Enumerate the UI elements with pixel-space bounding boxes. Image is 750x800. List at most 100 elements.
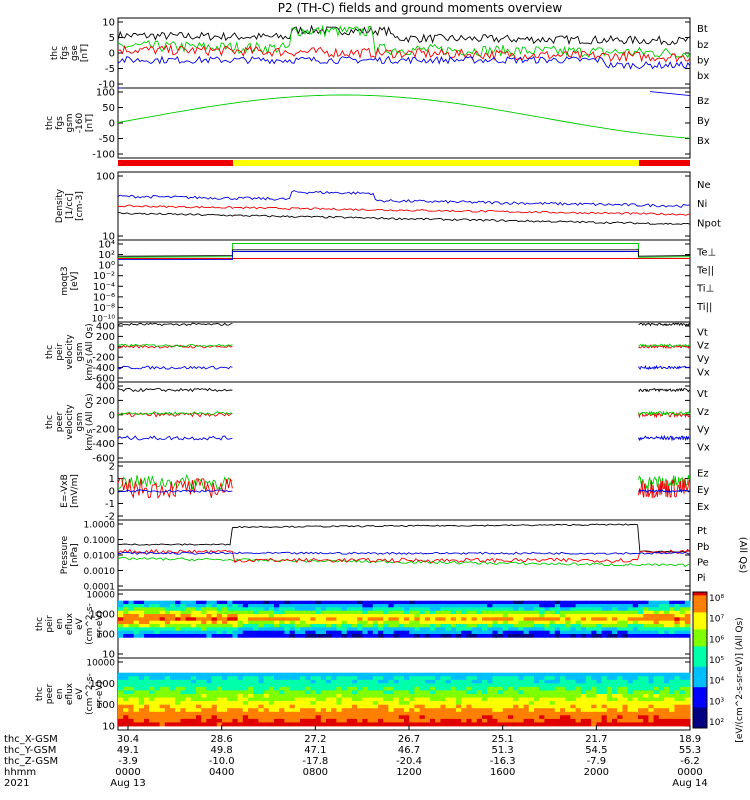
spectrogram-cell [456,715,462,720]
spectrogram-cell [201,679,207,684]
spectrogram-cell [196,686,202,691]
spectrogram-cell [414,672,420,677]
spectrogram-cell [398,704,405,709]
colorbar-cell [693,711,707,715]
spectrogram-cell [528,690,535,695]
spectrogram-cell [554,604,561,608]
spectrogram-cell [570,634,576,638]
spectrogram-cell [216,701,223,706]
spectrogram-cell [580,617,587,621]
spectrogram-cell [482,607,488,611]
spectrogram-cell [466,614,472,618]
spectrogram-cell [617,672,623,677]
spectrogram-cell [674,600,680,605]
spectrogram-cell [658,610,665,615]
spectrogram-cell [502,704,509,709]
spectrogram-cell [128,697,134,702]
spectrogram-cell [492,708,498,713]
spectrogram-cell [232,614,238,618]
spectrogram-cell [601,686,608,691]
spectrogram-cell [534,600,540,605]
spectrogram-cell [643,718,649,723]
spectrogram-cell [362,690,368,695]
spectrogram-cell [617,604,623,608]
y-axis-label: -160 [75,113,85,134]
spectrogram-cell [409,711,415,716]
spectrogram-cell [679,690,686,695]
spectrogram-cell [362,694,368,698]
spectrogram-cell [211,711,218,716]
spectrogram-cell [149,607,155,611]
spectrogram-cell [388,679,394,684]
spectrogram-cell [612,600,618,605]
spectrogram-cell [414,694,420,698]
y-axis-label: fgs [60,46,70,60]
spectrogram-cell [424,676,431,681]
spectrogram-cell [497,704,504,709]
vt-trace [638,387,691,393]
x-tick-label: 0000 [677,767,702,778]
spectrogram-cell [471,683,478,688]
spectrogram-cell [497,697,504,702]
spectrogram-cell [242,711,249,716]
spectrogram-cell [242,607,249,611]
spectrogram-cell [424,604,431,608]
spectrogram-cell [487,600,493,605]
spectrogram-cell [575,627,582,631]
spectrogram-cell [684,672,691,677]
spectrogram-cell [632,620,639,625]
spectrogram-cell [591,683,597,688]
spectrogram-cell [445,617,452,621]
y-tick-label: 10⁻⁸ [93,303,115,314]
spectrogram-cell [440,600,446,605]
spectrogram-cell [383,610,389,615]
spectrogram-cell [435,672,441,677]
spectrogram-cell [445,627,452,631]
spectrogram-cell [674,718,680,723]
spectrogram-cell [331,630,337,635]
spectrogram-cell [523,627,530,631]
spectrogram-cell [133,690,140,695]
spectrogram-cell [461,630,467,635]
spectrogram-cell [502,711,509,716]
spectrogram-cell [393,683,400,688]
spectrogram-cell [679,607,686,611]
spectrogram-cell [180,697,186,702]
colorbar-cell [693,592,707,596]
spectrogram-cell [476,708,483,713]
spectrogram-cell [643,722,649,727]
spectrogram-cell [362,679,368,684]
spectrogram-cell [658,701,665,706]
spectrogram-cell [669,686,675,691]
spectrogram-cell [508,715,514,720]
colorbar-tick-label: 10⁸ [709,594,724,604]
spectrogram-cell [440,679,446,684]
spectrogram-cell [118,624,124,628]
spectrogram-cell [393,708,400,713]
spectrogram-cell [222,620,228,625]
spectrogram-cell [138,701,145,706]
spectrogram-cell [674,701,680,706]
spectrogram-cell [617,610,623,615]
spectrogram-cell [310,634,316,638]
spectrogram-cell [684,604,691,608]
spectrogram-cell [180,704,186,709]
y-tick-label: -5 [105,64,115,75]
spectrogram-cell [372,672,379,677]
spectrogram-cell [482,708,488,713]
spectrogram-cell [684,683,691,688]
spectrogram-cell [549,704,556,709]
spectrogram-cell [372,690,379,695]
spectrogram-cell [476,620,483,625]
spectrogram-cell [476,704,483,709]
spectrogram-cell [466,634,472,638]
spectrogram-cell [419,711,426,716]
spectrogram-cell [175,617,181,621]
spectrogram-cell [159,672,166,677]
spectrogram-cell [575,711,582,716]
spectrogram-cell [487,617,493,621]
spectrogram-cell [393,697,400,702]
spectrogram-cell [320,686,327,691]
spectrogram-cell [206,634,212,638]
spectrogram-cell [632,627,639,631]
